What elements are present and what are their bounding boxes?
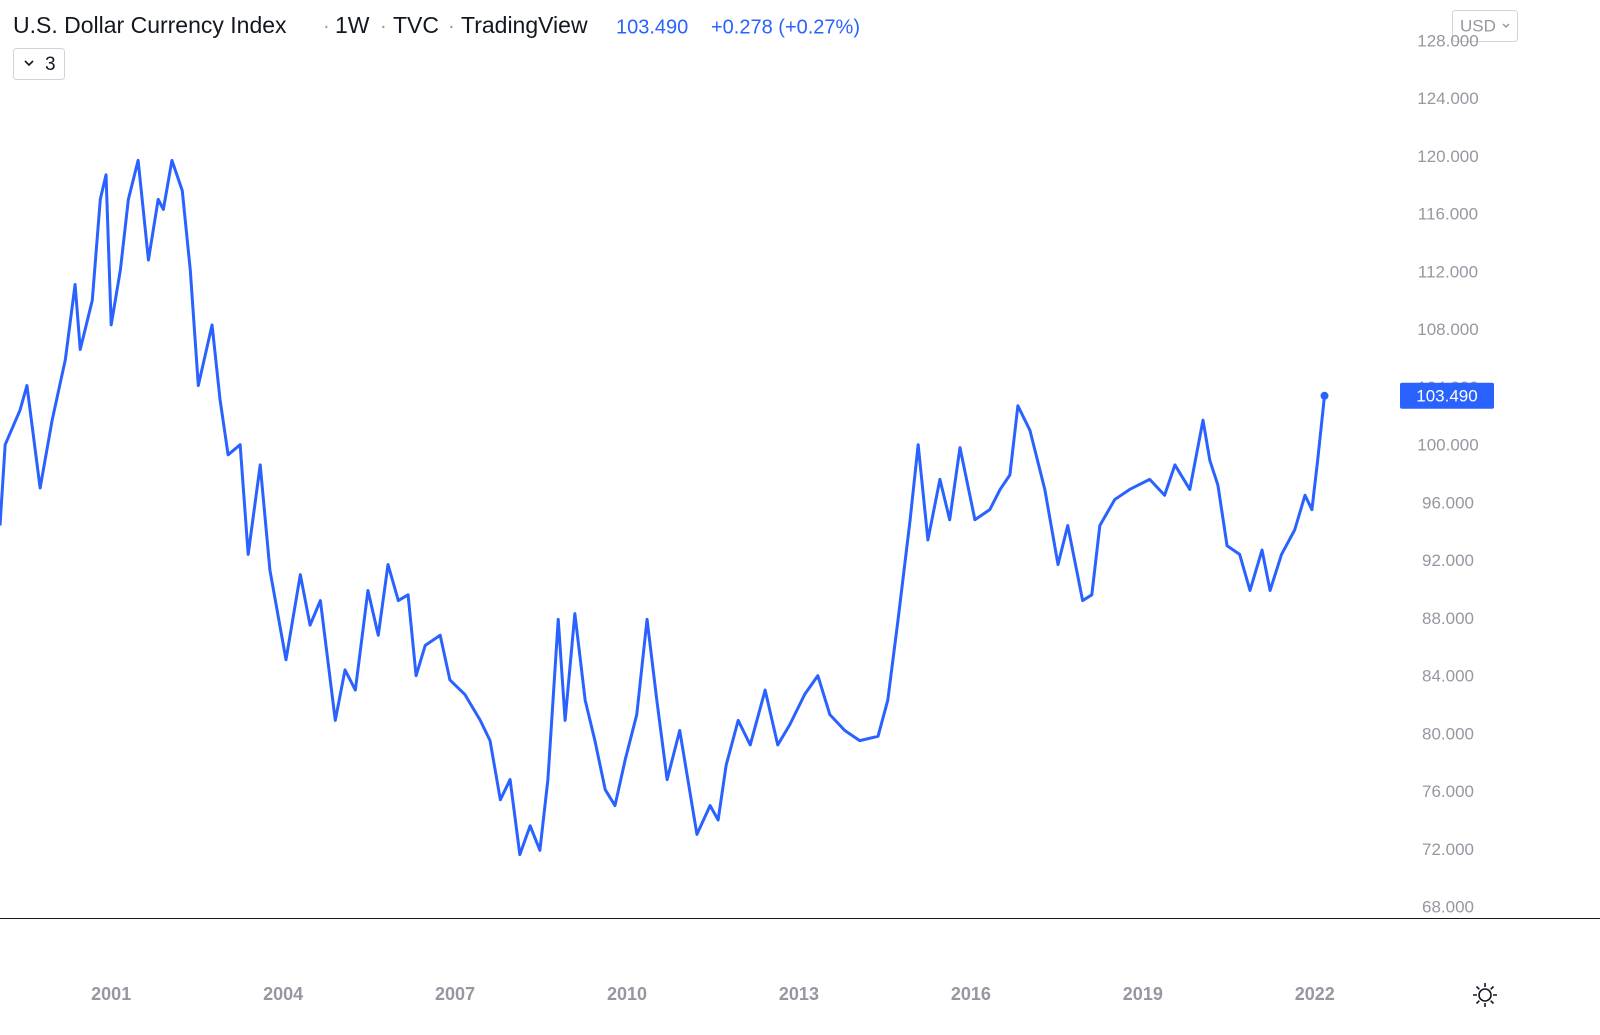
y-tick-label: 76.000 — [1422, 782, 1474, 801]
price-line — [0, 158, 1326, 857]
x-tick-label: 2004 — [263, 984, 303, 1004]
x-tick-label: 2016 — [951, 984, 991, 1004]
y-tick-label: 128.000 — [1417, 31, 1478, 50]
chart-title: U.S. Dollar Currency Index — [13, 12, 287, 38]
last-price-badge — [1400, 382, 1494, 409]
x-tick-label: 2019 — [1123, 984, 1163, 1004]
y-tick-label: 120.000 — [1417, 147, 1478, 166]
y-tick-label: 92.000 — [1422, 551, 1474, 570]
interval: 1W — [335, 12, 370, 38]
separator-dot: · — [448, 15, 455, 37]
y-tick-label: 96.000 — [1422, 493, 1474, 512]
separator-dot: · — [323, 15, 330, 37]
indicator-toggle[interactable] — [13, 48, 65, 80]
indicator-count: 3 — [45, 54, 56, 75]
y-tick-label: 112.000 — [1418, 262, 1478, 281]
y-tick-label: 88.000 — [1422, 609, 1474, 628]
source: TradingView — [461, 12, 588, 38]
settings-icon[interactable] — [1473, 983, 1497, 1007]
currency: USD — [1460, 16, 1496, 35]
chevron-icon — [1502, 23, 1510, 28]
y-tick-label: 116.000 — [1418, 205, 1478, 224]
last-point — [1320, 391, 1329, 400]
currency-button[interactable] — [1452, 10, 1518, 42]
y-tick-label: 72.000 — [1422, 840, 1474, 859]
y-tick-label: 80.000 — [1422, 724, 1474, 743]
separator-dot: · — [380, 15, 387, 37]
price-change: +0.278 (+0.27%) — [711, 16, 860, 38]
y-tick-label: 108.000 — [1417, 320, 1478, 339]
x-tick-label: 2013 — [779, 984, 819, 1004]
plot-area — [0, 158, 1329, 857]
x-tick-label: 2001 — [91, 984, 131, 1004]
x-tick-label: 2022 — [1295, 984, 1335, 1004]
y-tick-label: 68.000 — [1422, 898, 1474, 917]
chevron-icon — [24, 60, 34, 67]
price: 103.490 — [616, 16, 688, 38]
last-price-label: 103.490 — [1416, 386, 1477, 405]
x-tick-label: 2010 — [607, 984, 647, 1004]
y-tick-label: 124.000 — [1417, 89, 1478, 108]
exchange: TVC — [393, 12, 439, 38]
y-tick-label: 84.000 — [1422, 667, 1474, 686]
y-tick-label: 100.000 — [1417, 436, 1478, 455]
x-tick-label: 2007 — [435, 984, 475, 1004]
